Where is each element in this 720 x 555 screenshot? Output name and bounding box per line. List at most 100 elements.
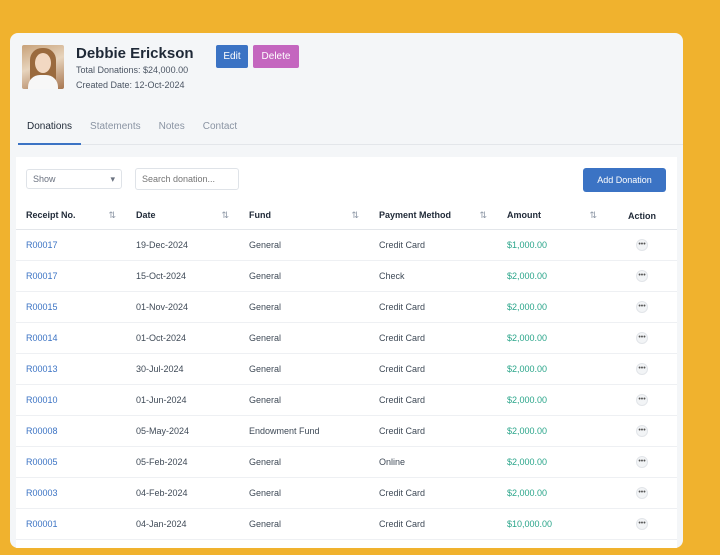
- delete-button[interactable]: Delete: [253, 45, 299, 68]
- date-cell: 01-Nov-2024: [126, 291, 239, 323]
- column-header-amount[interactable]: Amount ⇅: [497, 203, 607, 230]
- more-actions-icon[interactable]: •••: [636, 239, 648, 251]
- filter-select[interactable]: Show ▾: [26, 169, 122, 189]
- add-donation-button[interactable]: Add Donation: [583, 168, 666, 192]
- date-cell: 01-Jun-2024: [126, 384, 239, 416]
- column-header-payment[interactable]: Payment Method ⇅: [369, 203, 497, 230]
- date-cell: 01-Oct-2024: [126, 322, 239, 354]
- table-row: R00014 01-Oct-2024 General Credit Card $2,00…: [16, 322, 677, 354]
- payment-method-cell: Credit Card: [369, 322, 497, 354]
- amount-cell: $2,000.00: [497, 477, 607, 509]
- amount-cell: $2,000.00: [497, 415, 607, 447]
- action-cell: •••: [607, 446, 677, 478]
- fund-cell: General: [239, 477, 369, 509]
- amount-cell: $2,000.00: [497, 260, 607, 292]
- tab-contact[interactable]: Contact: [202, 121, 238, 132]
- tab-bar: Donations Statements Notes Contact: [18, 113, 683, 145]
- table-row: R00003 04-Feb-2024 General Credit Card $2,00…: [16, 477, 677, 509]
- chevron-down-icon: ▾: [110, 174, 115, 184]
- payment-method-cell: Online: [369, 446, 497, 478]
- column-header-fund[interactable]: Fund ⇅: [239, 203, 369, 230]
- table-row: R00015 01-Nov-2024 General Credit Card $2,00…: [16, 291, 677, 323]
- receipt-link[interactable]: R00015: [16, 291, 126, 323]
- more-actions-icon[interactable]: •••: [636, 456, 648, 468]
- receipt-link[interactable]: R00008: [16, 415, 126, 447]
- table-row: R00008 05-May-2024 Endowment Fund Credit Ca…: [16, 415, 677, 447]
- fund-cell: General: [239, 291, 369, 323]
- more-actions-icon[interactable]: •••: [636, 270, 648, 282]
- tab-statements[interactable]: Statements: [90, 121, 141, 132]
- action-cell: •••: [607, 415, 677, 447]
- payment-method-cell: Credit Card: [369, 384, 497, 416]
- amount-cell: $2,000.00: [497, 353, 607, 385]
- fund-cell: Endowment Fund: [239, 415, 369, 447]
- more-actions-icon[interactable]: •••: [636, 301, 648, 313]
- sort-icon[interactable]: ⇅: [108, 210, 116, 221]
- tab-notes[interactable]: Notes: [158, 121, 185, 132]
- more-actions-icon[interactable]: •••: [636, 518, 648, 530]
- search-input[interactable]: [135, 168, 239, 190]
- more-actions-icon[interactable]: •••: [636, 332, 648, 344]
- fund-cell: General: [239, 384, 369, 416]
- sort-icon[interactable]: ⇅: [479, 210, 487, 221]
- receipt-link[interactable]: R00017: [16, 229, 126, 261]
- more-actions-icon[interactable]: •••: [636, 394, 648, 406]
- fund-cell: General: [239, 508, 369, 540]
- toolbar: Show ▾ Add Donation: [16, 157, 677, 201]
- date-cell: 04-Jan-2024: [126, 508, 239, 540]
- tab-donations[interactable]: Donations: [18, 113, 82, 145]
- sort-icon[interactable]: ⇅: [351, 210, 359, 221]
- table-header: Receipt No. ⇅ Date ⇅ Fund ⇅ Payment Method ⇅…: [16, 203, 677, 230]
- column-header-receipt[interactable]: Receipt No. ⇅: [16, 203, 126, 230]
- receipt-link[interactable]: R00001: [16, 508, 126, 540]
- receipt-link[interactable]: R00017: [16, 260, 126, 292]
- amount-cell: $2,000.00: [497, 384, 607, 416]
- receipt-link[interactable]: R00003: [16, 477, 126, 509]
- payment-method-cell: Check: [369, 260, 497, 292]
- payment-method-cell: Credit Card: [369, 508, 497, 540]
- action-cell: •••: [607, 260, 677, 292]
- receipt-link[interactable]: R00010: [16, 384, 126, 416]
- more-actions-icon[interactable]: •••: [636, 363, 648, 375]
- date-cell: 30-Jul-2024: [126, 353, 239, 385]
- fund-cell: General: [239, 446, 369, 478]
- donor-card: Debbie Erickson Total Donations: $24,000…: [10, 33, 683, 548]
- more-actions-icon[interactable]: •••: [636, 487, 648, 499]
- receipt-link[interactable]: R00014: [16, 322, 126, 354]
- payment-method-cell: Credit Card: [369, 415, 497, 447]
- table-row: R00017 15-Oct-2024 General Check $2,000.00 ••…: [16, 260, 677, 292]
- action-cell: •••: [607, 353, 677, 385]
- edit-button[interactable]: Edit: [216, 45, 248, 68]
- amount-cell: $2,000.00: [497, 446, 607, 478]
- date-cell: 15-Oct-2024: [126, 260, 239, 292]
- donor-info: Debbie Erickson Total Donations: $24,000…: [76, 45, 194, 93]
- fund-cell: General: [239, 229, 369, 261]
- amount-cell: $10,000.00: [497, 508, 607, 540]
- amount-cell: $2,000.00: [497, 322, 607, 354]
- fund-cell: General: [239, 353, 369, 385]
- payment-method-cell: Credit Card: [369, 353, 497, 385]
- receipt-link[interactable]: R00013: [16, 353, 126, 385]
- table-row: R00017 19-Dec-2024 General Credit Card $1,00…: [16, 229, 677, 261]
- action-cell: •••: [607, 322, 677, 354]
- table-row: R00001 04-Jan-2024 General Credit Card $10,0…: [16, 508, 677, 540]
- payment-method-cell: Credit Card: [369, 229, 497, 261]
- filter-select-value: Show: [33, 174, 56, 184]
- table-row: R00013 30-Jul-2024 General Credit Card $2,00…: [16, 353, 677, 385]
- action-cell: •••: [607, 229, 677, 261]
- column-header-date[interactable]: Date ⇅: [126, 203, 239, 230]
- created-date: Created Date: 12-Oct-2024: [76, 80, 185, 90]
- donor-profile: Debbie Erickson Total Donations: $24,000…: [22, 45, 194, 93]
- receipt-link[interactable]: R00005: [16, 446, 126, 478]
- sort-icon[interactable]: ⇅: [221, 210, 229, 221]
- date-cell: 05-Feb-2024: [126, 446, 239, 478]
- date-cell: 05-May-2024: [126, 415, 239, 447]
- table-row: R00005 05-Feb-2024 General Online $2,000.00 •…: [16, 446, 677, 478]
- sort-icon[interactable]: ⇅: [589, 210, 597, 221]
- more-actions-icon[interactable]: •••: [636, 425, 648, 437]
- action-cell: •••: [607, 384, 677, 416]
- table-row: R00010 01-Jun-2024 General Credit Card $2,00…: [16, 384, 677, 416]
- total-donations: Total Donations: $24,000.00: [76, 65, 189, 75]
- amount-cell: $2,000.00: [497, 291, 607, 323]
- avatar: [22, 45, 64, 89]
